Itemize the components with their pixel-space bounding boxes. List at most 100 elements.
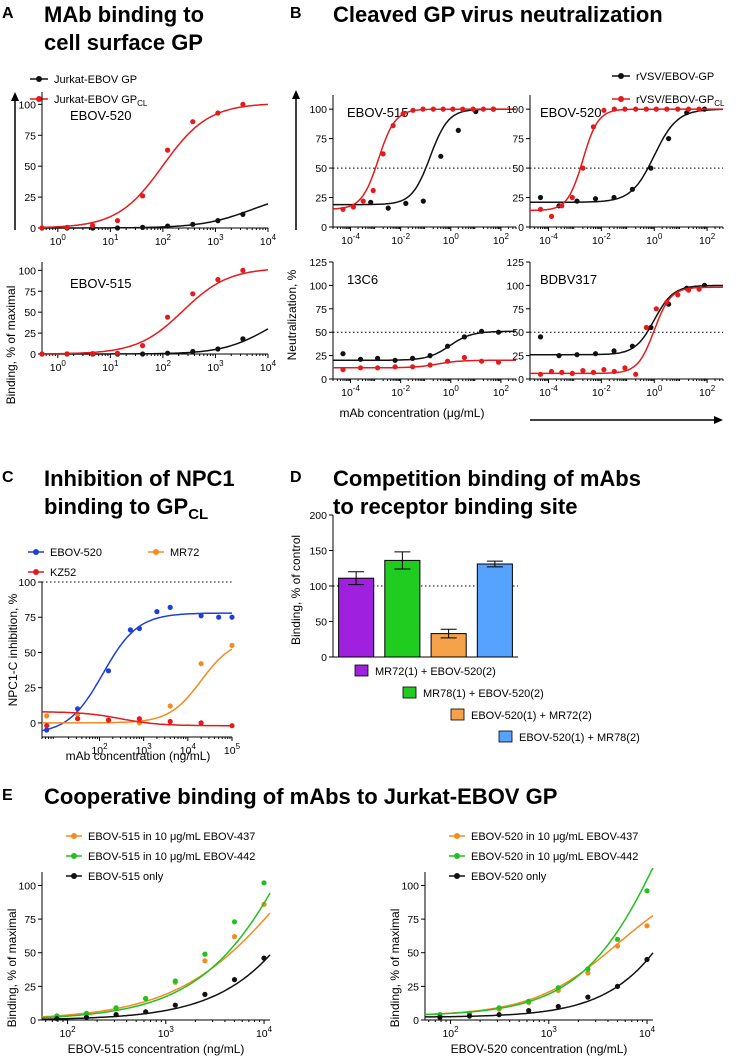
y-tick-label: 100: [506, 104, 524, 116]
data-point: [113, 1005, 119, 1011]
y-tick-label: 50: [24, 948, 36, 960]
data-point: [410, 107, 416, 113]
data-point: [466, 1013, 473, 1019]
y-tick-label: 75: [315, 134, 327, 146]
data-point: [495, 329, 502, 335]
data-point: [580, 165, 586, 171]
data-point: [643, 324, 649, 331]
x-tick-label: 102: [91, 742, 108, 757]
data-point: [64, 351, 70, 357]
data-point: [240, 101, 246, 107]
data-point: [198, 661, 204, 667]
y-tick-label: 100: [18, 99, 36, 111]
panel-b-legend-black: rVSV/EBOV-GP: [636, 71, 714, 83]
data-point: [585, 970, 591, 976]
fit-line-ebov-515-in-10-g-ml-ebov-437: [41, 912, 271, 1018]
data-point: [537, 334, 544, 340]
legend-marker: [33, 549, 39, 555]
data-point: [622, 365, 628, 371]
y-tick-label: 0: [321, 652, 327, 664]
y-tick-label: 50: [512, 327, 524, 339]
x-tick-label: 104: [639, 1025, 656, 1040]
data-point: [202, 991, 208, 998]
data-point: [590, 124, 597, 130]
legend-label: MR72(1) + EBOV-520(2): [375, 666, 496, 678]
data-point: [664, 106, 670, 112]
data-point: [644, 923, 650, 929]
chart-b2: 0 25 50 75 100 10-4 10-2 100 102 EBOV-520: [506, 95, 724, 247]
x-tick-label: 10-2: [391, 384, 410, 399]
y-tick-label: 125: [309, 257, 327, 269]
fit-line-jurkat-ebov-gp: [42, 328, 269, 355]
data-point: [537, 206, 544, 212]
data-point: [370, 187, 376, 194]
x-tick-label: 100: [50, 233, 67, 248]
data-point: [611, 194, 617, 201]
data-point: [644, 956, 650, 963]
data-point: [479, 328, 485, 334]
fit-line-jurkat-ebov-gp: [42, 203, 269, 229]
data-point: [215, 110, 221, 116]
data-point: [357, 356, 364, 362]
y-tick-label: 50: [24, 161, 36, 173]
y-tick-label: 50: [315, 327, 327, 339]
data-point: [622, 106, 628, 112]
x-axis-label: EBOV-515 concentration (ng/mL): [68, 1042, 245, 1056]
legend-marker: [71, 833, 77, 839]
data-point: [653, 306, 659, 312]
y-tick-label: 50: [24, 647, 36, 659]
fit-line-ebov-515-in-10-g-ml-ebov-442: [41, 892, 271, 1019]
chart-a2: 0 25 50 75 100 100 101 102 103 104 EBOV-515: [18, 262, 277, 374]
panel-b-legend-red: rVSV/EBOV-GPCL: [636, 94, 725, 108]
data-point: [437, 1014, 443, 1020]
data-point: [648, 165, 654, 171]
fit-line-rvsv-ebov-gp: [333, 108, 516, 206]
data-point: [392, 357, 398, 363]
x-tick-label: 10-2: [592, 232, 611, 247]
data-point: [136, 716, 142, 722]
data-point: [190, 221, 196, 227]
data-point: [167, 604, 173, 611]
data-point: [90, 351, 96, 357]
data-point: [614, 943, 621, 949]
data-point: [229, 614, 235, 620]
panel-a-letter: A: [2, 5, 14, 22]
fit-line-jurkat-ebov-gpcl: [42, 269, 269, 355]
data-point: [629, 343, 636, 349]
data-point: [140, 224, 146, 230]
data-point: [644, 888, 650, 894]
data-point: [39, 351, 45, 357]
chart-title: EBOV-515: [70, 276, 131, 291]
data-point: [375, 365, 381, 371]
panel-a-ylabel: Binding, % of maximal: [4, 286, 18, 405]
y-tick-label: 0: [30, 1015, 36, 1027]
data-point: [461, 334, 467, 340]
legend-marker: [33, 569, 39, 575]
x-tick-label: 100: [443, 384, 460, 399]
chart-c: 0 25 50 75 100 102 103 104 105: [18, 577, 240, 757]
data-point: [675, 292, 681, 298]
fit-line-rvsv-ebov-gp: [333, 330, 516, 362]
data-point: [460, 106, 466, 112]
panel-b-xlabel: mAb concentration (μg/mL): [340, 406, 485, 420]
panel-a-title-line2: cell surface GP: [44, 30, 203, 55]
data-point: [114, 218, 121, 224]
data-point: [648, 324, 654, 331]
data-point: [143, 995, 149, 1002]
x-tick-label: 102: [493, 384, 510, 399]
y-tick-label: 150: [309, 546, 327, 558]
data-point: [548, 368, 555, 375]
panel-e1-ylabel: Binding, % of maximal: [5, 909, 19, 1028]
legend-label: EBOV-520: [50, 547, 102, 559]
y-tick-label: 75: [512, 134, 524, 146]
data-point: [240, 211, 246, 217]
x-tick-label: 104: [260, 359, 277, 374]
legend-label: KZ52: [50, 567, 76, 579]
data-point: [555, 1003, 561, 1010]
y-tick-label: 50: [512, 163, 524, 175]
data-point: [127, 627, 133, 633]
data-point: [54, 1016, 60, 1022]
y-tick-label: 0: [518, 222, 524, 234]
data-point: [240, 267, 246, 273]
chart-d: 0 50 100 150 200 MR72(1) + EBOV-520(2) MR78(1)…: [309, 510, 639, 744]
